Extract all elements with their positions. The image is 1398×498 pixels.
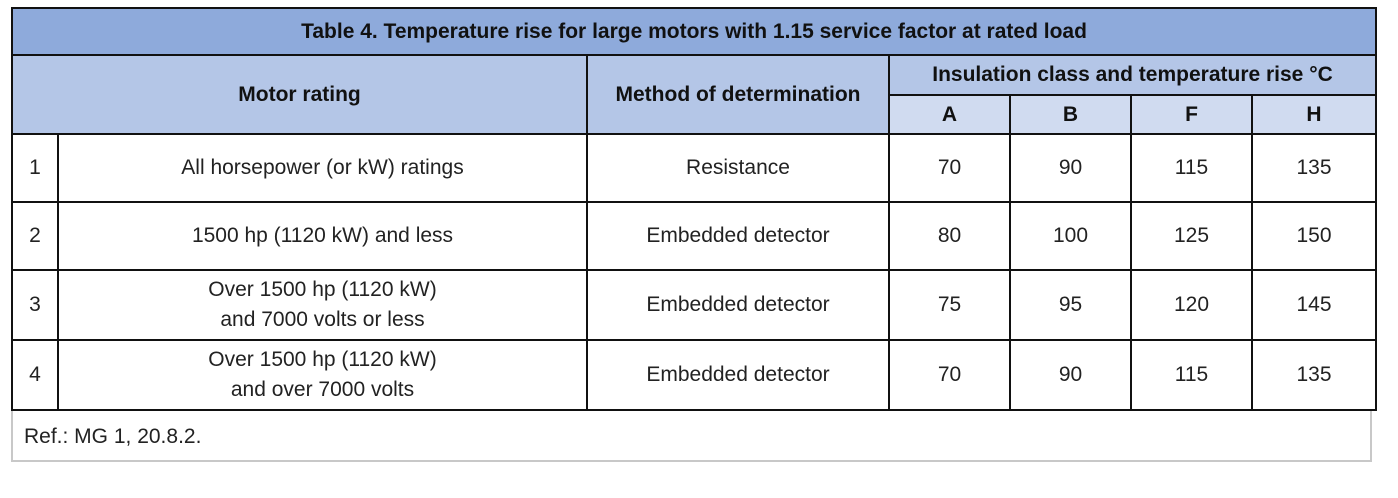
header-class-a: A (888, 94, 1011, 135)
class-h-value: 150 (1250, 201, 1378, 271)
header-class-h: H (1250, 94, 1378, 135)
motor-rating-text: All horsepower (or kW) ratings (181, 156, 464, 179)
header-class-b: B (1009, 94, 1132, 135)
row-index: 3 (11, 269, 59, 341)
class-f-value: 125 (1130, 201, 1253, 271)
row-index: 4 (11, 339, 59, 411)
class-a-value: 80 (888, 201, 1011, 271)
header-insulation-class: Insulation class and temperature rise °C (887, 54, 1378, 96)
table-row: 1 All horsepower (or kW) ratings Resista… (11, 133, 1378, 203)
motor-rating-cell: Over 1500 hp (1120 kW) and over 7000 vol… (57, 339, 588, 411)
class-f-value: 115 (1130, 133, 1253, 203)
table-container: Table 4. Temperature rise for large moto… (10, 7, 1378, 462)
table-row: 2 1500 hp (1120 kW) and less Embedded de… (11, 201, 1378, 271)
motor-rating-cell: Over 1500 hp (1120 kW) and 7000 volts or… (57, 269, 588, 341)
table-row: 4 Over 1500 hp (1120 kW) and over 7000 v… (11, 339, 1378, 411)
class-h-value: 135 (1250, 339, 1378, 411)
class-a-value: 70 (888, 339, 1011, 411)
motor-rating-line-2: and 7000 volts or less (220, 308, 425, 331)
method-cell: Embedded detector (586, 339, 890, 411)
motor-rating-cell: All horsepower (or kW) ratings (57, 133, 588, 203)
class-a-value: 75 (888, 269, 1011, 341)
class-b-value: 100 (1009, 201, 1132, 271)
method-cell: Embedded detector (586, 201, 890, 271)
table-title: Table 4. Temperature rise for large moto… (10, 7, 1378, 56)
row-index: 1 (11, 133, 59, 203)
temperature-rise-table: Table 4. Temperature rise for large moto… (10, 7, 1378, 411)
motor-rating-line-1: Over 1500 hp (1120 kW) (208, 348, 437, 371)
header-class-f: F (1130, 94, 1253, 135)
method-cell: Resistance (586, 133, 890, 203)
class-b-value: 95 (1009, 269, 1132, 341)
table-footnote: Ref.: MG 1, 20.8.2. (11, 411, 1372, 462)
motor-rating-text: 1500 hp (1120 kW) and less (191, 224, 454, 247)
class-a-value: 70 (888, 133, 1011, 203)
class-h-value: 145 (1250, 269, 1378, 341)
class-f-value: 115 (1130, 339, 1253, 411)
motor-rating-line-2: and over 7000 volts (230, 378, 415, 401)
method-cell: Embedded detector (586, 269, 890, 341)
header-motor-rating: Motor rating (11, 54, 588, 135)
class-f-value: 120 (1130, 269, 1253, 341)
motor-rating-line-1: Over 1500 hp (1120 kW) (208, 278, 437, 301)
class-h-value: 135 (1250, 133, 1378, 203)
motor-rating-cell: 1500 hp (1120 kW) and less (57, 201, 588, 271)
row-index: 2 (11, 201, 59, 271)
class-b-value: 90 (1009, 133, 1132, 203)
table-row: 3 Over 1500 hp (1120 kW) and 7000 volts … (11, 269, 1378, 341)
class-b-value: 90 (1009, 339, 1132, 411)
header-method-of-determination: Method of determination (586, 54, 890, 135)
